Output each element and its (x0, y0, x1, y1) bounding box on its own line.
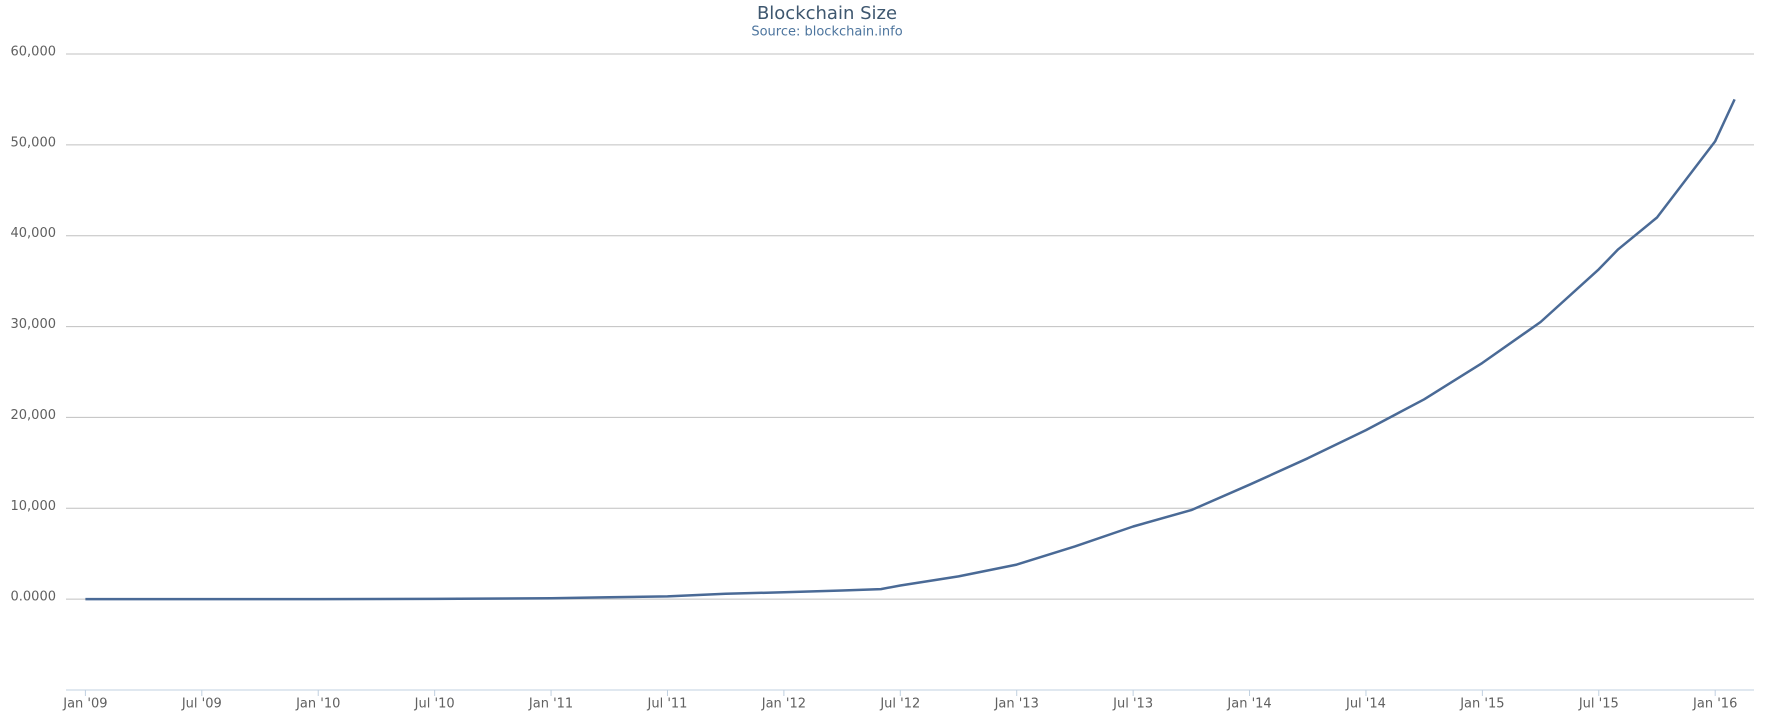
y-tick-label: 60,000 (11, 45, 57, 60)
x-tick-label: Jan '14 (1226, 697, 1271, 712)
y-tick-label: 0.0000 (11, 590, 57, 605)
x-tick-label: Jan '09 (62, 697, 107, 712)
x-tick-label: Jul '09 (181, 697, 222, 712)
x-tick-label: Jul '15 (1578, 697, 1619, 712)
y-tick-label: 50,000 (11, 135, 57, 150)
y-tick-label: 20,000 (11, 408, 57, 423)
x-tick-label: Jan '11 (528, 697, 573, 712)
x-tick-label: Jan '16 (1692, 697, 1737, 712)
chart-title: Blockchain Size (757, 3, 897, 24)
y-tick-label: 30,000 (11, 317, 57, 332)
x-tick-label: Jul '14 (1345, 697, 1386, 712)
chart-subtitle: Source: blockchain.info (751, 25, 902, 40)
x-tick-label: Jan '12 (761, 697, 806, 712)
y-tick-label: 10,000 (11, 499, 57, 514)
x-tick-label: Jan '15 (1459, 697, 1504, 712)
x-tick-label: Jul '11 (647, 697, 688, 712)
x-tick-label: Jul '10 (414, 697, 455, 712)
x-tick-label: Jan '13 (994, 697, 1039, 712)
x-tick-label: Jan '10 (295, 697, 340, 712)
x-tick-label: Jul '12 (879, 697, 920, 712)
y-tick-label: 40,000 (11, 226, 57, 241)
x-tick-label: Jul '13 (1112, 697, 1153, 712)
data-line (85, 98, 1736, 601)
